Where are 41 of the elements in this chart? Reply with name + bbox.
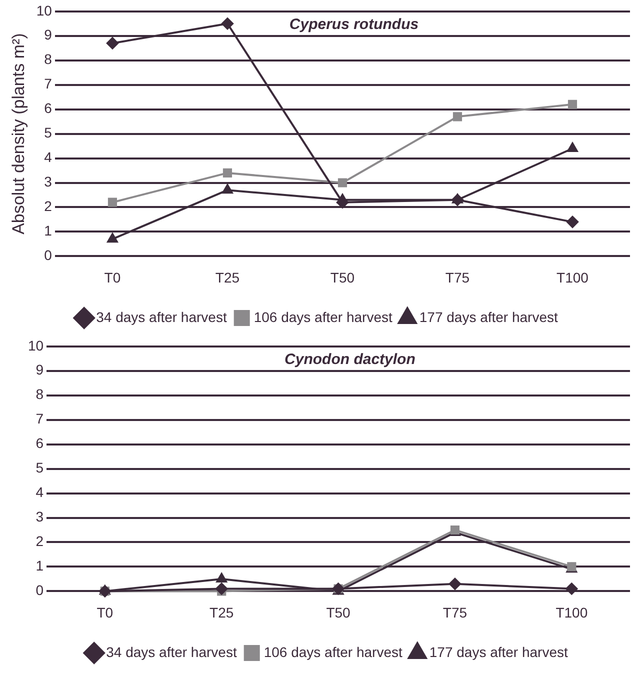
y-tick-label: 6: [44, 100, 52, 116]
y-tick-label: 3: [36, 508, 44, 525]
y-tick-label: 0: [36, 582, 44, 598]
x-tick-label: T0: [104, 269, 121, 286]
y-tick-label: 6: [36, 435, 44, 452]
x-tick-label: T25: [215, 269, 240, 286]
x-tick-label: T0: [96, 604, 114, 620]
y-tick-label: 7: [44, 76, 52, 92]
y-axis-title: Absolut density (plants m²): [8, 33, 28, 234]
y-tick-label: 5: [44, 124, 52, 141]
legend-label: 177 days after harvest: [419, 308, 558, 325]
legend-label: 106 days after harvest: [254, 308, 392, 325]
y-tick-label: 2: [44, 198, 52, 214]
y-tick-label: 10: [28, 337, 44, 354]
y-tick-label: 8: [36, 386, 44, 402]
legend-label: 106 days after harvest: [264, 644, 402, 660]
y-tick-label: 3: [44, 174, 52, 190]
x-tick-label: T50: [326, 604, 351, 620]
y-tick-label: 8: [44, 51, 52, 68]
x-tick-label: T100: [556, 604, 588, 620]
y-tick-label: 0: [44, 247, 52, 264]
y-tick-label: 1: [44, 222, 52, 239]
x-tick-label: T75: [445, 269, 470, 286]
x-tick-label: T50: [330, 269, 355, 286]
x-tick-label: T25: [210, 604, 234, 620]
y-tick-label: 4: [44, 149, 52, 166]
legend-label: 34 days after harvest: [106, 644, 237, 660]
y-tick-label: 5: [36, 460, 44, 476]
x-tick-label: T75: [442, 604, 468, 620]
legend-label: 177 days after harvest: [429, 644, 568, 660]
y-tick-label: 9: [44, 26, 52, 43]
y-tick-label: 2: [36, 533, 44, 550]
y-tick-label: 10: [36, 2, 52, 18]
x-tick-label: T100: [556, 269, 589, 286]
y-tick-label: 1: [36, 558, 44, 574]
y-tick-label: 4: [36, 484, 44, 500]
y-tick-label: 9: [36, 362, 44, 378]
chart-title: Cynodon dactylon: [284, 351, 416, 368]
legend-label: 34 days after harvest: [96, 308, 227, 325]
chart-title: Cyperus rotundus: [289, 16, 419, 34]
y-tick-label: 7: [36, 410, 44, 427]
